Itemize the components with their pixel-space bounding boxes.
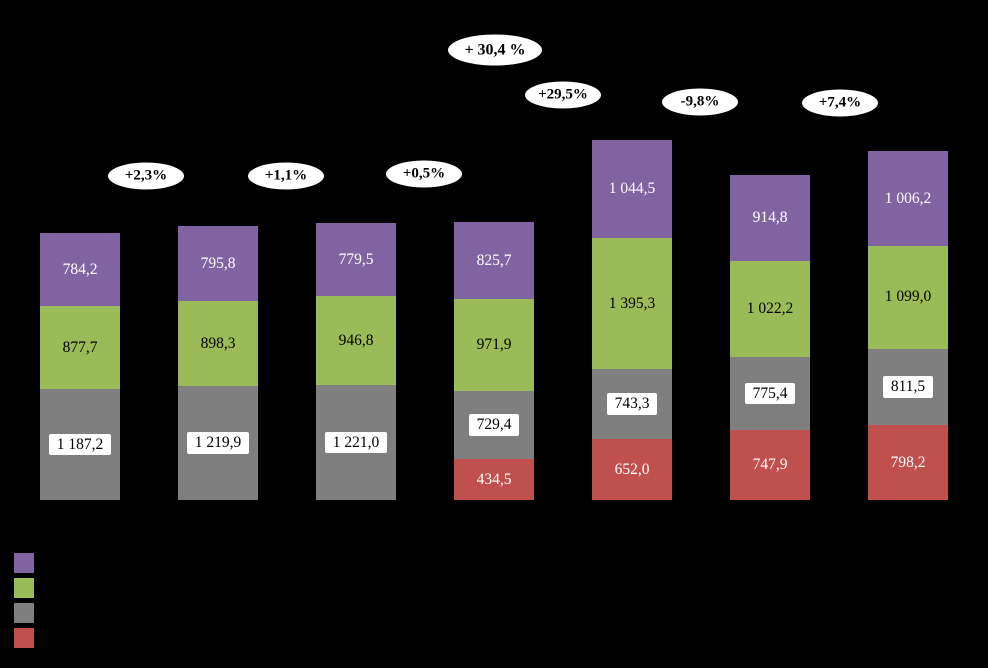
pct-annotation: +0,5% xyxy=(386,160,462,188)
pct-annotation: +2,3% xyxy=(108,162,184,190)
value-label: 1 221,0 xyxy=(324,431,388,454)
value-label: 946,8 xyxy=(338,332,374,350)
green-series-segment: 898,3 xyxy=(178,301,258,386)
green-swatch xyxy=(14,578,34,598)
pct-annotation: + 30,4 % xyxy=(448,34,542,66)
purple-series-segment: 795,8 xyxy=(178,226,258,302)
value-label: 1 099,0 xyxy=(884,288,932,306)
value-label: 1 187,2 xyxy=(48,433,112,455)
green-series-segment: 1 022,2 xyxy=(730,261,810,358)
green-series-segment: 1 395,3 xyxy=(592,238,672,370)
red-series-segment: 652,0 xyxy=(592,438,672,500)
value-label: 1 044,5 xyxy=(608,180,656,198)
value-label: 1 006,2 xyxy=(884,189,932,207)
value-label: 971,9 xyxy=(476,336,512,354)
gray-series-segment: 811,5 xyxy=(868,348,948,425)
value-label: 747,9 xyxy=(752,456,788,474)
purple-series-segment: 914,8 xyxy=(730,175,810,262)
value-label: 743,3 xyxy=(606,393,658,415)
value-label: 729,4 xyxy=(468,414,520,436)
pct-annotation: +29,5% xyxy=(525,81,601,109)
legend-item-gray xyxy=(14,603,42,623)
gray-series-segment: 1 221,0 xyxy=(316,385,396,500)
purple-series-segment: 784,2 xyxy=(40,232,120,307)
red-series-segment: 434,5 xyxy=(454,459,534,500)
legend-item-green xyxy=(14,578,42,598)
green-series-segment: 971,9 xyxy=(454,299,534,391)
green-series-segment: 877,7 xyxy=(40,306,120,389)
value-label: 1 219,9 xyxy=(186,432,250,454)
purple-swatch xyxy=(14,553,34,573)
pct-annotation: -9,8% xyxy=(662,88,738,116)
red-series-segment: 798,2 xyxy=(868,425,948,500)
purple-series-segment: 825,7 xyxy=(454,221,534,300)
value-label: 795,8 xyxy=(200,255,236,273)
gray-series-segment: 1 187,2 xyxy=(40,388,120,500)
gray-series-segment: 743,3 xyxy=(592,369,672,439)
value-label: 825,7 xyxy=(476,251,512,269)
legend xyxy=(14,553,42,648)
legend-item-red xyxy=(14,628,42,648)
bar-3: 1 221,0 946,8 779,5 xyxy=(316,223,396,500)
value-label: 914,8 xyxy=(752,209,788,227)
value-label: 798,2 xyxy=(890,453,926,471)
bar-4: 434,5 729,4 971,9 825,7 xyxy=(454,221,534,500)
legend-item-purple xyxy=(14,553,42,573)
gray-swatch xyxy=(14,603,34,623)
gray-series-segment: 775,4 xyxy=(730,357,810,430)
bar-1: 1 187,2 877,7 784,2 xyxy=(40,232,120,500)
bar-6: 747,9 775,4 1 022,2 914,8 xyxy=(730,175,810,500)
pct-annotation: +7,4% xyxy=(802,89,878,117)
green-series-segment: 1 099,0 xyxy=(868,245,948,349)
bar-2: 1 219,9 898,3 795,8 xyxy=(178,226,258,500)
value-label: 1 395,3 xyxy=(608,294,656,312)
bar-5: 652,0 743,3 1 395,3 1 044,5 xyxy=(592,139,672,500)
red-swatch xyxy=(14,628,34,648)
bar-7: 798,2 811,5 1 099,0 1 006,2 xyxy=(868,151,948,500)
value-label: 434,5 xyxy=(476,470,512,488)
gray-series-segment: 729,4 xyxy=(454,390,534,460)
value-label: 652,0 xyxy=(614,460,650,478)
value-label: 877,7 xyxy=(62,338,98,356)
value-label: 775,4 xyxy=(744,382,796,405)
purple-series-segment: 779,5 xyxy=(316,223,396,297)
value-label: 898,3 xyxy=(200,334,236,352)
value-label: 811,5 xyxy=(882,376,934,398)
value-label: 779,5 xyxy=(338,251,374,269)
pct-annotation: +1,1% xyxy=(248,162,324,190)
red-series-segment: 747,9 xyxy=(730,429,810,500)
purple-series-segment: 1 006,2 xyxy=(868,151,948,246)
gray-series-segment: 1 219,9 xyxy=(178,385,258,500)
value-label: 784,2 xyxy=(62,260,98,278)
green-series-segment: 946,8 xyxy=(316,296,396,386)
purple-series-segment: 1 044,5 xyxy=(592,139,672,239)
value-label: 1 022,2 xyxy=(746,300,794,318)
